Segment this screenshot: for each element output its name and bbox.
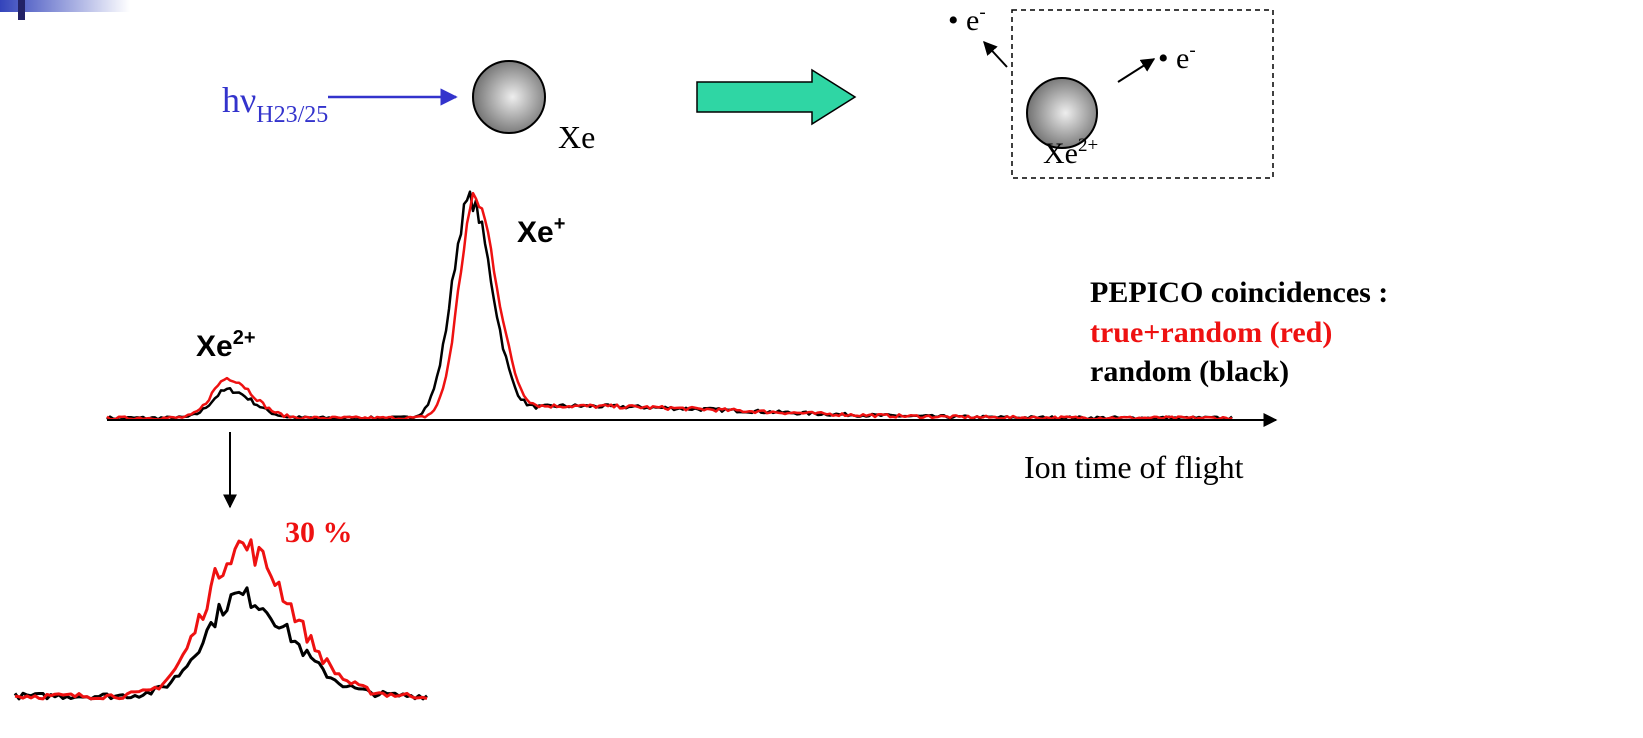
ionized-box [1011, 9, 1274, 179]
trace [106, 190, 1233, 421]
legend-title: PEPICO coincidences : [1090, 276, 1388, 309]
legend-line: random (black) [1090, 355, 1289, 388]
electron-label: • e- [948, 2, 986, 37]
peak-name: Xe [517, 216, 554, 249]
legend-line: true+random (red) [1090, 316, 1332, 349]
spectrum-curves [13, 190, 1233, 701]
ion-charge: 2+ [1078, 135, 1098, 156]
electron-charge: - [1189, 40, 1195, 61]
peak-label: Xe+ [517, 213, 565, 249]
peak-charge: + [554, 213, 566, 235]
decor-band [0, 0, 130, 12]
electron-arrow [1117, 58, 1156, 83]
atom-label: Xe [558, 119, 595, 155]
ion-sphere [1026, 77, 1098, 149]
trace [106, 191, 1233, 421]
photon-subscript: H23/25 [256, 102, 328, 128]
ion-name: Xe [1043, 137, 1078, 170]
electron-arrow [983, 40, 1008, 68]
peak-label: Xe2+ [196, 327, 256, 363]
axis-label: Ion time of flight [1024, 449, 1244, 485]
process-arrow [696, 68, 857, 126]
trace [14, 538, 428, 701]
trace [13, 586, 428, 701]
electron-label: • e- [1158, 40, 1196, 75]
peak-name: Xe [196, 330, 233, 363]
zoom-annotation: 30 % [285, 516, 353, 549]
peak-charge: 2+ [233, 327, 256, 349]
ion-label: Xe2+ [1043, 135, 1098, 170]
decor-bar [18, 0, 25, 20]
atom-sphere [472, 60, 546, 134]
electron-symbol: • e [1158, 42, 1189, 75]
photon-symbol: hν [222, 80, 256, 120]
electron-charge: - [979, 2, 985, 23]
electron-symbol: • e [948, 4, 979, 37]
photon-label: hνH23/25 [222, 80, 328, 128]
